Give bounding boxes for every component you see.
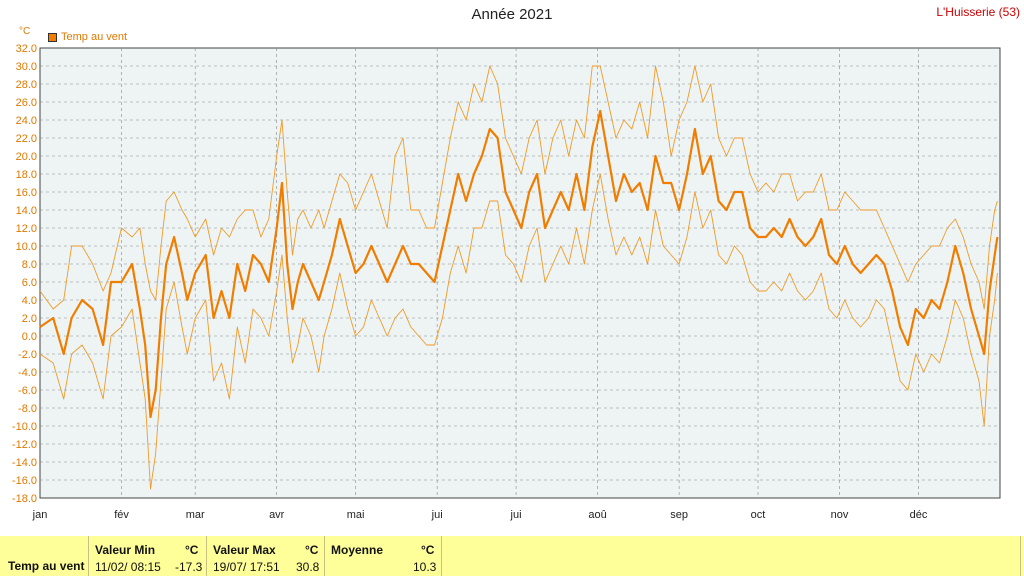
series-line-max [39, 65, 998, 310]
stats-right-border [1020, 536, 1021, 576]
x-tick-label: mai [347, 509, 365, 521]
stats-min-datetime: 11/02/ 08:15 [95, 560, 161, 574]
y-tick-label: 10.0 [16, 241, 37, 253]
y-tick-label: 22.0 [16, 133, 37, 145]
x-tick-label: sep [670, 509, 688, 521]
stats-mean-header: Moyenne [331, 543, 384, 557]
series-line-min [39, 173, 998, 490]
y-tick-label: 26.0 [16, 97, 37, 109]
y-tick-label: 32.0 [16, 43, 37, 55]
y-tick-label: 4.0 [22, 295, 37, 307]
x-tick-label: nov [831, 509, 849, 521]
x-tick-label: oct [751, 509, 766, 521]
legend-swatch [48, 32, 57, 42]
chart-title: Année 2021 [471, 6, 553, 23]
y-tick-label: 0.0 [22, 331, 37, 343]
y-tick-label: 24.0 [16, 115, 37, 127]
stats-mean-unit: °C [421, 543, 435, 557]
y-tick-label: -12.0 [12, 439, 37, 451]
stats-max-block: Valeur Max °C 19/07/ 17:51 30.8 [206, 536, 324, 576]
y-tick-label: 20.0 [16, 151, 37, 163]
stats-min-value: -17.3 [175, 560, 203, 574]
legend: Temp au vent [48, 31, 127, 43]
stats-min-unit: °C [185, 543, 199, 557]
stats-row-label: Temp au vent [8, 559, 85, 573]
y-tick-label: 18.0 [16, 169, 37, 181]
plot-area [39, 47, 1001, 499]
series-line-mean [39, 109, 999, 419]
stats-mean-block: Moyenne °C 10.3 [324, 536, 441, 576]
y-tick-label: -4.0 [18, 367, 37, 379]
y-tick-label: -16.0 [12, 475, 37, 487]
y-tick-label: -14.0 [12, 457, 37, 469]
stats-panel: Temp au vent Valeur Min °C 11/02/ 08:15 … [0, 536, 1024, 576]
x-tick-label: avr [269, 509, 285, 521]
y-tick-label: 2.0 [22, 313, 37, 325]
x-tick-label: mar [186, 509, 205, 521]
x-tick-label: fév [114, 509, 129, 521]
stats-max-unit: °C [305, 543, 319, 557]
legend-label: Temp au vent [61, 31, 128, 43]
stats-divider [441, 536, 442, 576]
y-tick-label: -18.0 [12, 493, 37, 505]
y-tick-label: 8.0 [22, 259, 37, 271]
y-tick-label: 28.0 [16, 79, 37, 91]
y-tick-label: 14.0 [16, 205, 37, 217]
temperature-chart: 32.0 30.0 28.0 26.0 24.0 22.0 20.0 18.0 16.0 14.0… [12, 43, 1001, 521]
y-tick-label: 12.0 [16, 223, 37, 235]
y-tick-label: 30.0 [16, 61, 37, 73]
location-label: L'Huisserie (53) [936, 5, 1020, 19]
x-tick-label: jui [510, 509, 522, 521]
y-tick-label: -8.0 [18, 403, 37, 415]
y-tick-label: -6.0 [18, 385, 37, 397]
y-tick-label: 6.0 [22, 277, 37, 289]
y-tick-label: 16.0 [16, 187, 37, 199]
y-axis-unit: °C [19, 26, 31, 37]
stats-max-datetime: 19/07/ 17:51 [213, 560, 280, 574]
stats-max-value: 30.8 [296, 560, 320, 574]
x-tick-label: aoû [588, 509, 606, 521]
x-tick-label: déc [910, 509, 928, 521]
y-tick-label: -10.0 [12, 421, 37, 433]
stats-mean-value: 10.3 [413, 560, 437, 574]
stats-max-header: Valeur Max [213, 543, 276, 557]
y-tick-label: -2.0 [18, 349, 37, 361]
stats-min-block: Valeur Min °C 11/02/ 08:15 -17.3 [88, 536, 206, 576]
x-tick-label: jui [431, 509, 443, 521]
x-tick-label: jan [32, 509, 48, 521]
stats-min-header: Valeur Min [95, 543, 156, 557]
